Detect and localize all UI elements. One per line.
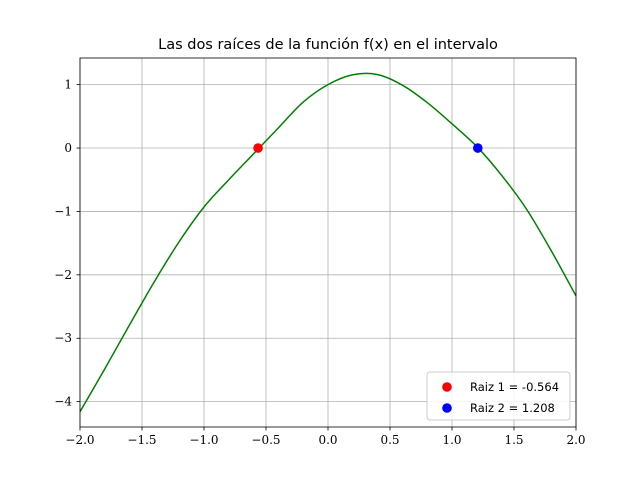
- y-tick-label: −3: [54, 331, 72, 345]
- legend-box: [426, 371, 571, 421]
- x-axis: −2.0 −1.5 −1.0 −0.5 0.0 0.5 1.0 1.5 2.0: [65, 427, 586, 447]
- function-curve: [79, 72, 577, 413]
- root-point-1: [253, 143, 263, 153]
- grid: [79, 58, 577, 427]
- x-tick-label: 1.5: [504, 433, 523, 447]
- x-tick-label: −1.0: [189, 433, 218, 447]
- legend-marker-raiz-2: [442, 403, 452, 413]
- x-tick-label: 0.0: [318, 433, 337, 447]
- x-tick-label: 0.5: [380, 433, 399, 447]
- x-tick-label: 2.0: [566, 433, 585, 447]
- x-tick-label: −0.5: [251, 433, 280, 447]
- curve-layer: [79, 72, 577, 413]
- legend-marker-raiz-1: [442, 382, 452, 392]
- legend-label-raiz-2: Raiz 2 = 1.208: [470, 401, 555, 415]
- y-axis: 1 0 −1 −2 −3 −4: [54, 78, 80, 409]
- chart-title: Las dos raíces de la función f(x) en el …: [158, 37, 498, 53]
- legend: Raiz 1 = -0.564 Raiz 2 = 1.208: [426, 371, 571, 421]
- y-tick-label: −4: [54, 395, 72, 409]
- x-tick-label: −1.5: [127, 433, 156, 447]
- legend-label-raiz-1: Raiz 1 = -0.564: [470, 380, 559, 394]
- y-tick-label: −1: [54, 204, 72, 218]
- x-tick-label: −2.0: [65, 433, 94, 447]
- y-tick-label: 0: [64, 141, 72, 155]
- y-tick-label: −2: [54, 268, 72, 282]
- y-tick-label: 1: [64, 78, 72, 92]
- root-point-2: [472, 143, 483, 153]
- root-points: [253, 143, 483, 153]
- x-tick-label: 1.0: [442, 433, 461, 447]
